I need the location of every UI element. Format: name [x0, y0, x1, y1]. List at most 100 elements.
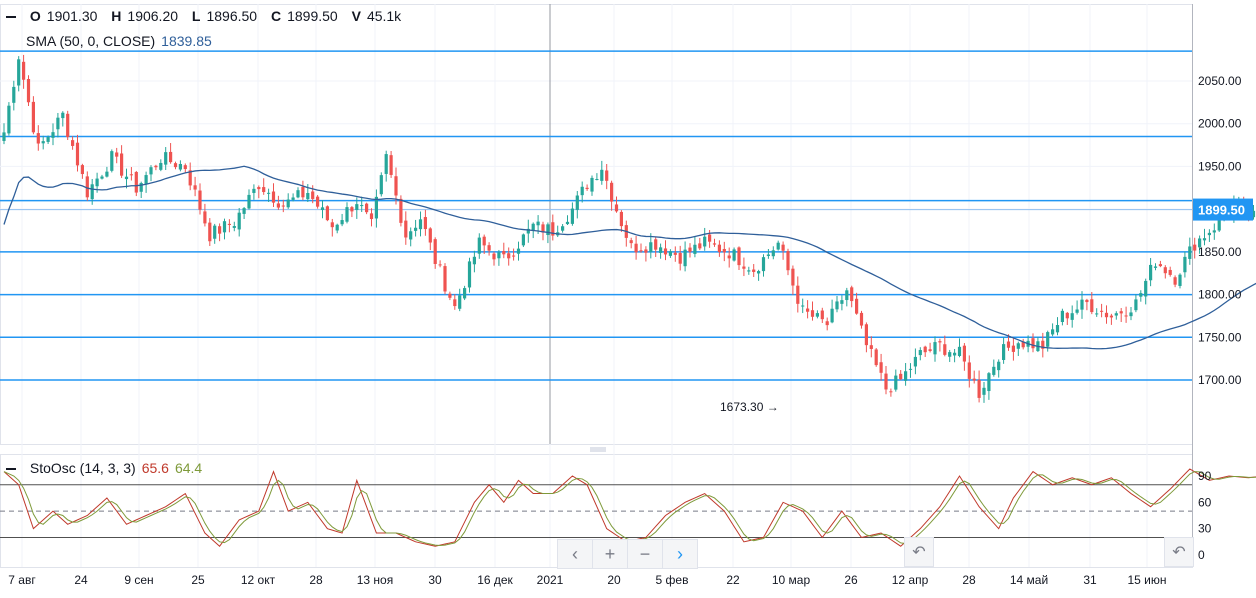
candle-body [1055, 325, 1060, 333]
zoom-in-button[interactable]: + [593, 540, 628, 568]
candle-body [943, 344, 947, 355]
candle-body [36, 133, 40, 144]
candle-body [12, 86, 16, 103]
candle-body [663, 248, 668, 255]
candle-body [492, 253, 496, 260]
candle-body [80, 165, 84, 175]
candle-body [1129, 312, 1133, 317]
candle-body [178, 163, 182, 170]
candle-body [948, 352, 952, 357]
scroll-left-button[interactable]: ‹ [558, 540, 593, 568]
candle-body [110, 151, 114, 171]
candle-body [497, 252, 501, 259]
candle-body [1011, 345, 1015, 352]
candle-body [267, 192, 271, 194]
sto-tick-label: 60 [1198, 495, 1212, 509]
sto-legend: StoOsc (14, 3, 3) 65.6 64.4 [0, 460, 202, 476]
candle-body [325, 206, 329, 221]
candle-body [825, 321, 829, 326]
candle-body [134, 171, 138, 193]
candle-body [605, 170, 609, 181]
candle-body [404, 220, 408, 238]
candle-body [1090, 299, 1094, 313]
zoom-out-button[interactable]: − [628, 540, 663, 568]
candle-body [1002, 344, 1006, 360]
candle-body [90, 184, 94, 200]
time-tick-label: 5 фев [656, 573, 689, 587]
candle-body [1207, 232, 1211, 236]
candle-body [296, 190, 300, 198]
time-tick-label: 9 сен [124, 573, 153, 587]
candle-body [757, 271, 761, 274]
candle-body [634, 243, 638, 253]
last-price-badge-text: 1899.50 [1198, 203, 1245, 218]
volume-label: V [351, 8, 361, 24]
candle-body [365, 203, 369, 213]
time-tick-label: 24 [74, 573, 88, 587]
candle-body [610, 182, 614, 202]
reset-scale-button[interactable]: ↶ [1164, 537, 1194, 567]
candle-body [1202, 238, 1207, 241]
candle-body [512, 255, 516, 257]
candle-body [766, 254, 770, 256]
candle-body [561, 226, 565, 231]
candle-body [595, 179, 599, 181]
reset-chart-button[interactable]: ↶ [904, 537, 934, 567]
candle-body [845, 290, 849, 301]
sto-d-value: 64.4 [174, 460, 203, 476]
candle-body [546, 224, 550, 236]
candle-body [889, 391, 893, 393]
candle-body [859, 312, 864, 326]
candle-body [2, 132, 6, 141]
low-label: L [191, 8, 201, 24]
candle-body [987, 373, 991, 392]
candle-body [879, 362, 883, 373]
candle-body [1158, 264, 1162, 267]
candle-body [291, 197, 295, 200]
candle-body [330, 222, 334, 228]
candle-body [1046, 332, 1050, 347]
pane-resize-handle[interactable] [590, 447, 606, 452]
candle-body [1251, 210, 1256, 218]
sto-name: StoOsc (14, 3, 3) [29, 460, 136, 476]
low-price-annotation: 1673.30 → [720, 400, 779, 414]
candle-body [1100, 310, 1104, 312]
candle-body [521, 234, 525, 246]
candle-body [1060, 310, 1064, 322]
candle-body [693, 244, 697, 254]
candle-body [433, 239, 437, 264]
candle-body [149, 167, 153, 175]
candle-body [1173, 277, 1177, 285]
time-tick-label: 13 ноя [357, 573, 393, 587]
candle-body [159, 162, 163, 170]
candle-body [688, 247, 692, 252]
candle-body [320, 207, 325, 210]
candle-body [66, 113, 70, 138]
time-tick-label: 2021 [537, 573, 564, 587]
candle-body [467, 261, 472, 288]
candle-body [75, 142, 80, 166]
scroll-right-button[interactable]: › [663, 540, 697, 568]
undo-icon: ↶ [1172, 544, 1186, 561]
candle-body [129, 174, 133, 176]
candle-body [722, 248, 726, 253]
candle-body [1075, 309, 1079, 313]
candle-body [340, 220, 344, 225]
candle-body [335, 224, 339, 231]
legend-collapse-icon[interactable] [6, 16, 16, 19]
candle-body [120, 153, 124, 176]
sma-value: 1839.85 [161, 33, 212, 49]
chevron-left-icon: ‹ [572, 543, 578, 564]
chart-nav-bar: ‹ + − › [557, 539, 698, 569]
candle-body [742, 266, 746, 269]
candle-body [600, 169, 604, 181]
sto-collapse-icon[interactable] [6, 468, 16, 471]
sto-d-line [3, 471, 1256, 546]
candle-body [399, 198, 403, 223]
candle-body [835, 301, 839, 310]
candle-body [629, 240, 633, 244]
candle-body [61, 112, 65, 119]
price-tick-label: 1700.00 [1198, 373, 1242, 387]
